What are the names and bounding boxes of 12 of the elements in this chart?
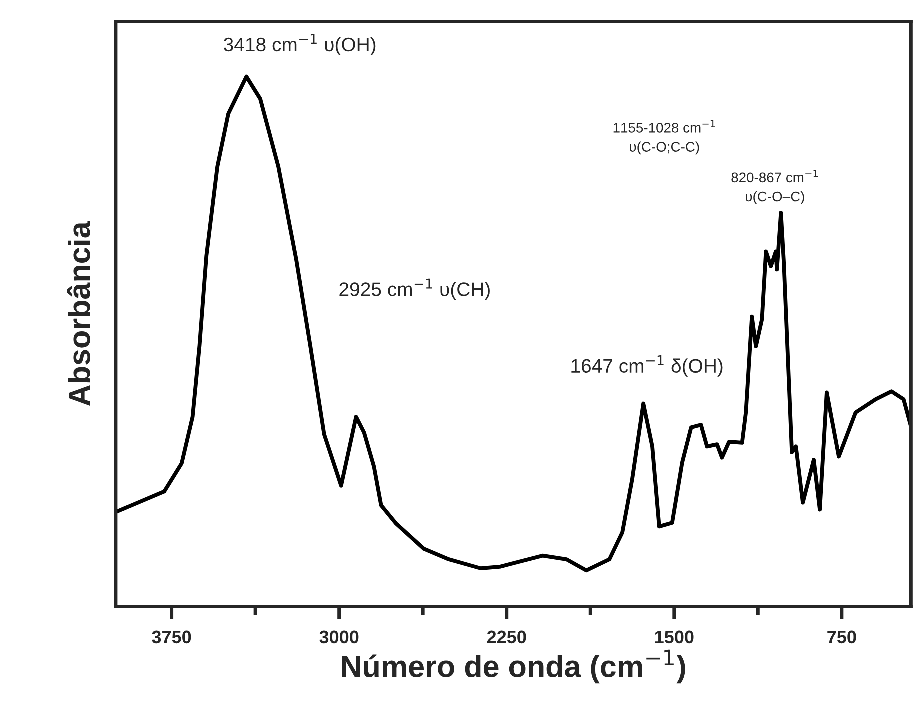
annotation: 1647 cm$^{−1}$ δ(OH): [572, 355, 723, 377]
annotation: 2925 cm$^{−1}$ υ(CH): [340, 278, 490, 300]
x-tick-label: 3000: [320, 630, 359, 644]
x-tick-label: 1500: [655, 630, 694, 644]
y-axis-title: Absorbância: [67, 221, 90, 406]
x-tick-label: 3750: [152, 630, 192, 644]
text: 820-867 cm$^{−1}$ υ(C-O–C): [732, 170, 818, 204]
text: 1155-1028 cm$^{−1}$ υ(C-O;C-C): [614, 120, 716, 155]
x-tick-label: 2250: [487, 630, 526, 644]
annotation: 3418 cm$^{−1}$ υ(OH): [224, 34, 376, 56]
x-tick-label: 750: [828, 630, 856, 644]
x-axis-title: Número de onda (cm$^{−1}$): [342, 650, 686, 684]
